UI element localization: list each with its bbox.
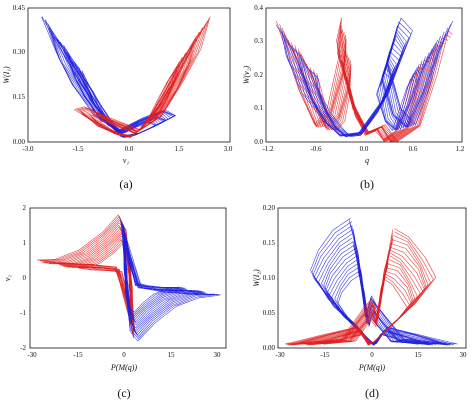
trajectory-c-red-15	[37, 214, 134, 339]
ytick-d-2: 0.10	[263, 274, 276, 282]
ytick-c-1: -1	[20, 309, 26, 317]
trajectory-b-blue-12	[283, 29, 445, 137]
axes-frame-b	[265, 7, 463, 143]
ytick-b-0: 0.0	[254, 138, 263, 146]
trajectory-d-red-14	[286, 231, 434, 345]
trajectory-c-blue-1	[122, 243, 183, 315]
caption-b: (b)	[360, 177, 374, 191]
trajectory-d-red-6	[306, 259, 418, 346]
ytick-c-3: 1	[23, 239, 27, 247]
plot-area-b	[275, 17, 454, 143]
ytick-a-3: 0.45	[13, 4, 26, 12]
caption-c: (c)	[117, 386, 130, 400]
caption-a: (a)	[119, 177, 132, 191]
trajectory-b-blue-11	[285, 31, 441, 137]
xtick-a-0: -3.0	[22, 145, 34, 153]
ylabel-b: W(v₂)	[242, 66, 251, 85]
ytick-b-3: 0.3	[254, 37, 263, 45]
axes-frame-a	[27, 7, 231, 143]
trajectory-c-blue-15	[120, 218, 221, 342]
axes-frame-c	[29, 207, 227, 349]
ylabel-a: W(I₁)	[2, 66, 11, 84]
xtick-a-1: -1.5	[72, 145, 84, 153]
xtick-c-0: -30	[27, 351, 37, 359]
trajectory-a-red-7	[88, 45, 192, 138]
xtick-b-1: -0.6	[310, 145, 322, 153]
xtick-a-3: 1.5	[175, 145, 184, 153]
trajectory-c-blue-8	[121, 231, 202, 329]
xlabel-a: v₁	[123, 156, 130, 165]
trajectory-c-blue-11	[123, 224, 208, 335]
ytick-c-4: 2	[23, 204, 27, 212]
trajectory-b-blue-4	[303, 57, 423, 137]
trajectory-a-blue-15	[41, 16, 176, 138]
trajectory-b-blue-10	[287, 35, 439, 136]
trajectory-b-red-15	[276, 17, 453, 142]
ytick-b-4: 0.4	[254, 4, 263, 12]
ytick-a-1: 0.15	[13, 93, 26, 101]
ytick-d-3: 0.15	[263, 239, 276, 247]
trajectory-c-red-11	[46, 222, 136, 330]
trajectory-b-red-11	[285, 31, 442, 143]
trajectory-a-red-14	[76, 19, 209, 137]
panel-b: 0.0 0.1 0.2 0.3 0.4 -1.2 -0.6 0.0 0.6 1.…	[242, 4, 465, 191]
xtick-b-0: -1.2	[262, 145, 274, 153]
plot-area-a	[41, 16, 211, 138]
xlabel-d: P(M(q))	[358, 363, 386, 372]
xtick-d-2: 0	[370, 351, 374, 359]
xtick-c-2: 0	[122, 351, 126, 359]
panel-a: 0.00 0.15 0.30 0.45 -3.0 -1.5 0.0 1.5 3.…	[2, 4, 233, 191]
trajectory-b-red-14	[279, 21, 451, 142]
xlabel-b: q	[365, 156, 369, 165]
trajectory-a-red-15	[74, 16, 211, 138]
xtick-d-1: -15	[320, 351, 330, 359]
plot-area-d	[284, 217, 458, 346]
xtick-b-3: 0.6	[409, 145, 418, 153]
ytick-a-2: 0.30	[13, 48, 26, 56]
trajectory-c-red-4	[65, 235, 134, 318]
xtick-d-4: 30	[460, 351, 468, 359]
ylabel-d: W(I₂)	[252, 269, 261, 287]
ytick-c-2: 0	[23, 274, 27, 282]
xtick-c-3: 15	[168, 351, 176, 359]
trajectory-d-red-13	[288, 235, 431, 346]
xtick-b-4: 1.2	[456, 145, 465, 153]
xtick-d-3: 15	[415, 351, 423, 359]
xtick-a-2: 0.0	[125, 145, 134, 153]
panel-d: 0.00 0.05 0.10 0.15 0.20 -30 -15 0 15 30…	[252, 204, 467, 400]
trajectory-d-red-15	[284, 228, 437, 345]
ytick-d-4: 0.20	[263, 204, 276, 212]
trajectory-c-red-7	[58, 229, 133, 325]
panel-c: -2 -1 0 1 2 -30 -15 0 15 30 P(M(q)) v₁ (…	[3, 204, 227, 400]
caption-d: (d)	[365, 386, 379, 400]
ytick-d-1: 0.05	[263, 309, 276, 317]
ytick-c-0: -2	[20, 344, 26, 352]
xtick-a-4: 3.0	[224, 145, 233, 153]
ytick-b-2: 0.2	[254, 71, 263, 79]
trajectory-a-red-8	[85, 41, 194, 138]
ylabel-c: v₁	[3, 275, 12, 282]
ytick-a-0: 0.00	[13, 138, 26, 146]
trajectory-c-blue-13	[121, 222, 215, 337]
xtick-d-0: -30	[275, 351, 285, 359]
trajectory-b-blue-13	[281, 25, 449, 137]
axes-frame-d	[277, 207, 467, 349]
xtick-c-4: 30	[214, 351, 222, 359]
ytick-d-0: 0.00	[263, 344, 276, 352]
xlabel-c: P(M(q))	[110, 363, 138, 372]
ytick-b-1: 0.1	[254, 104, 263, 112]
plot-area-c	[37, 214, 221, 342]
trajectory-b-blue-15	[275, 17, 454, 136]
xtick-b-2: 0.0	[360, 145, 369, 153]
xtick-c-1: -15	[73, 351, 83, 359]
